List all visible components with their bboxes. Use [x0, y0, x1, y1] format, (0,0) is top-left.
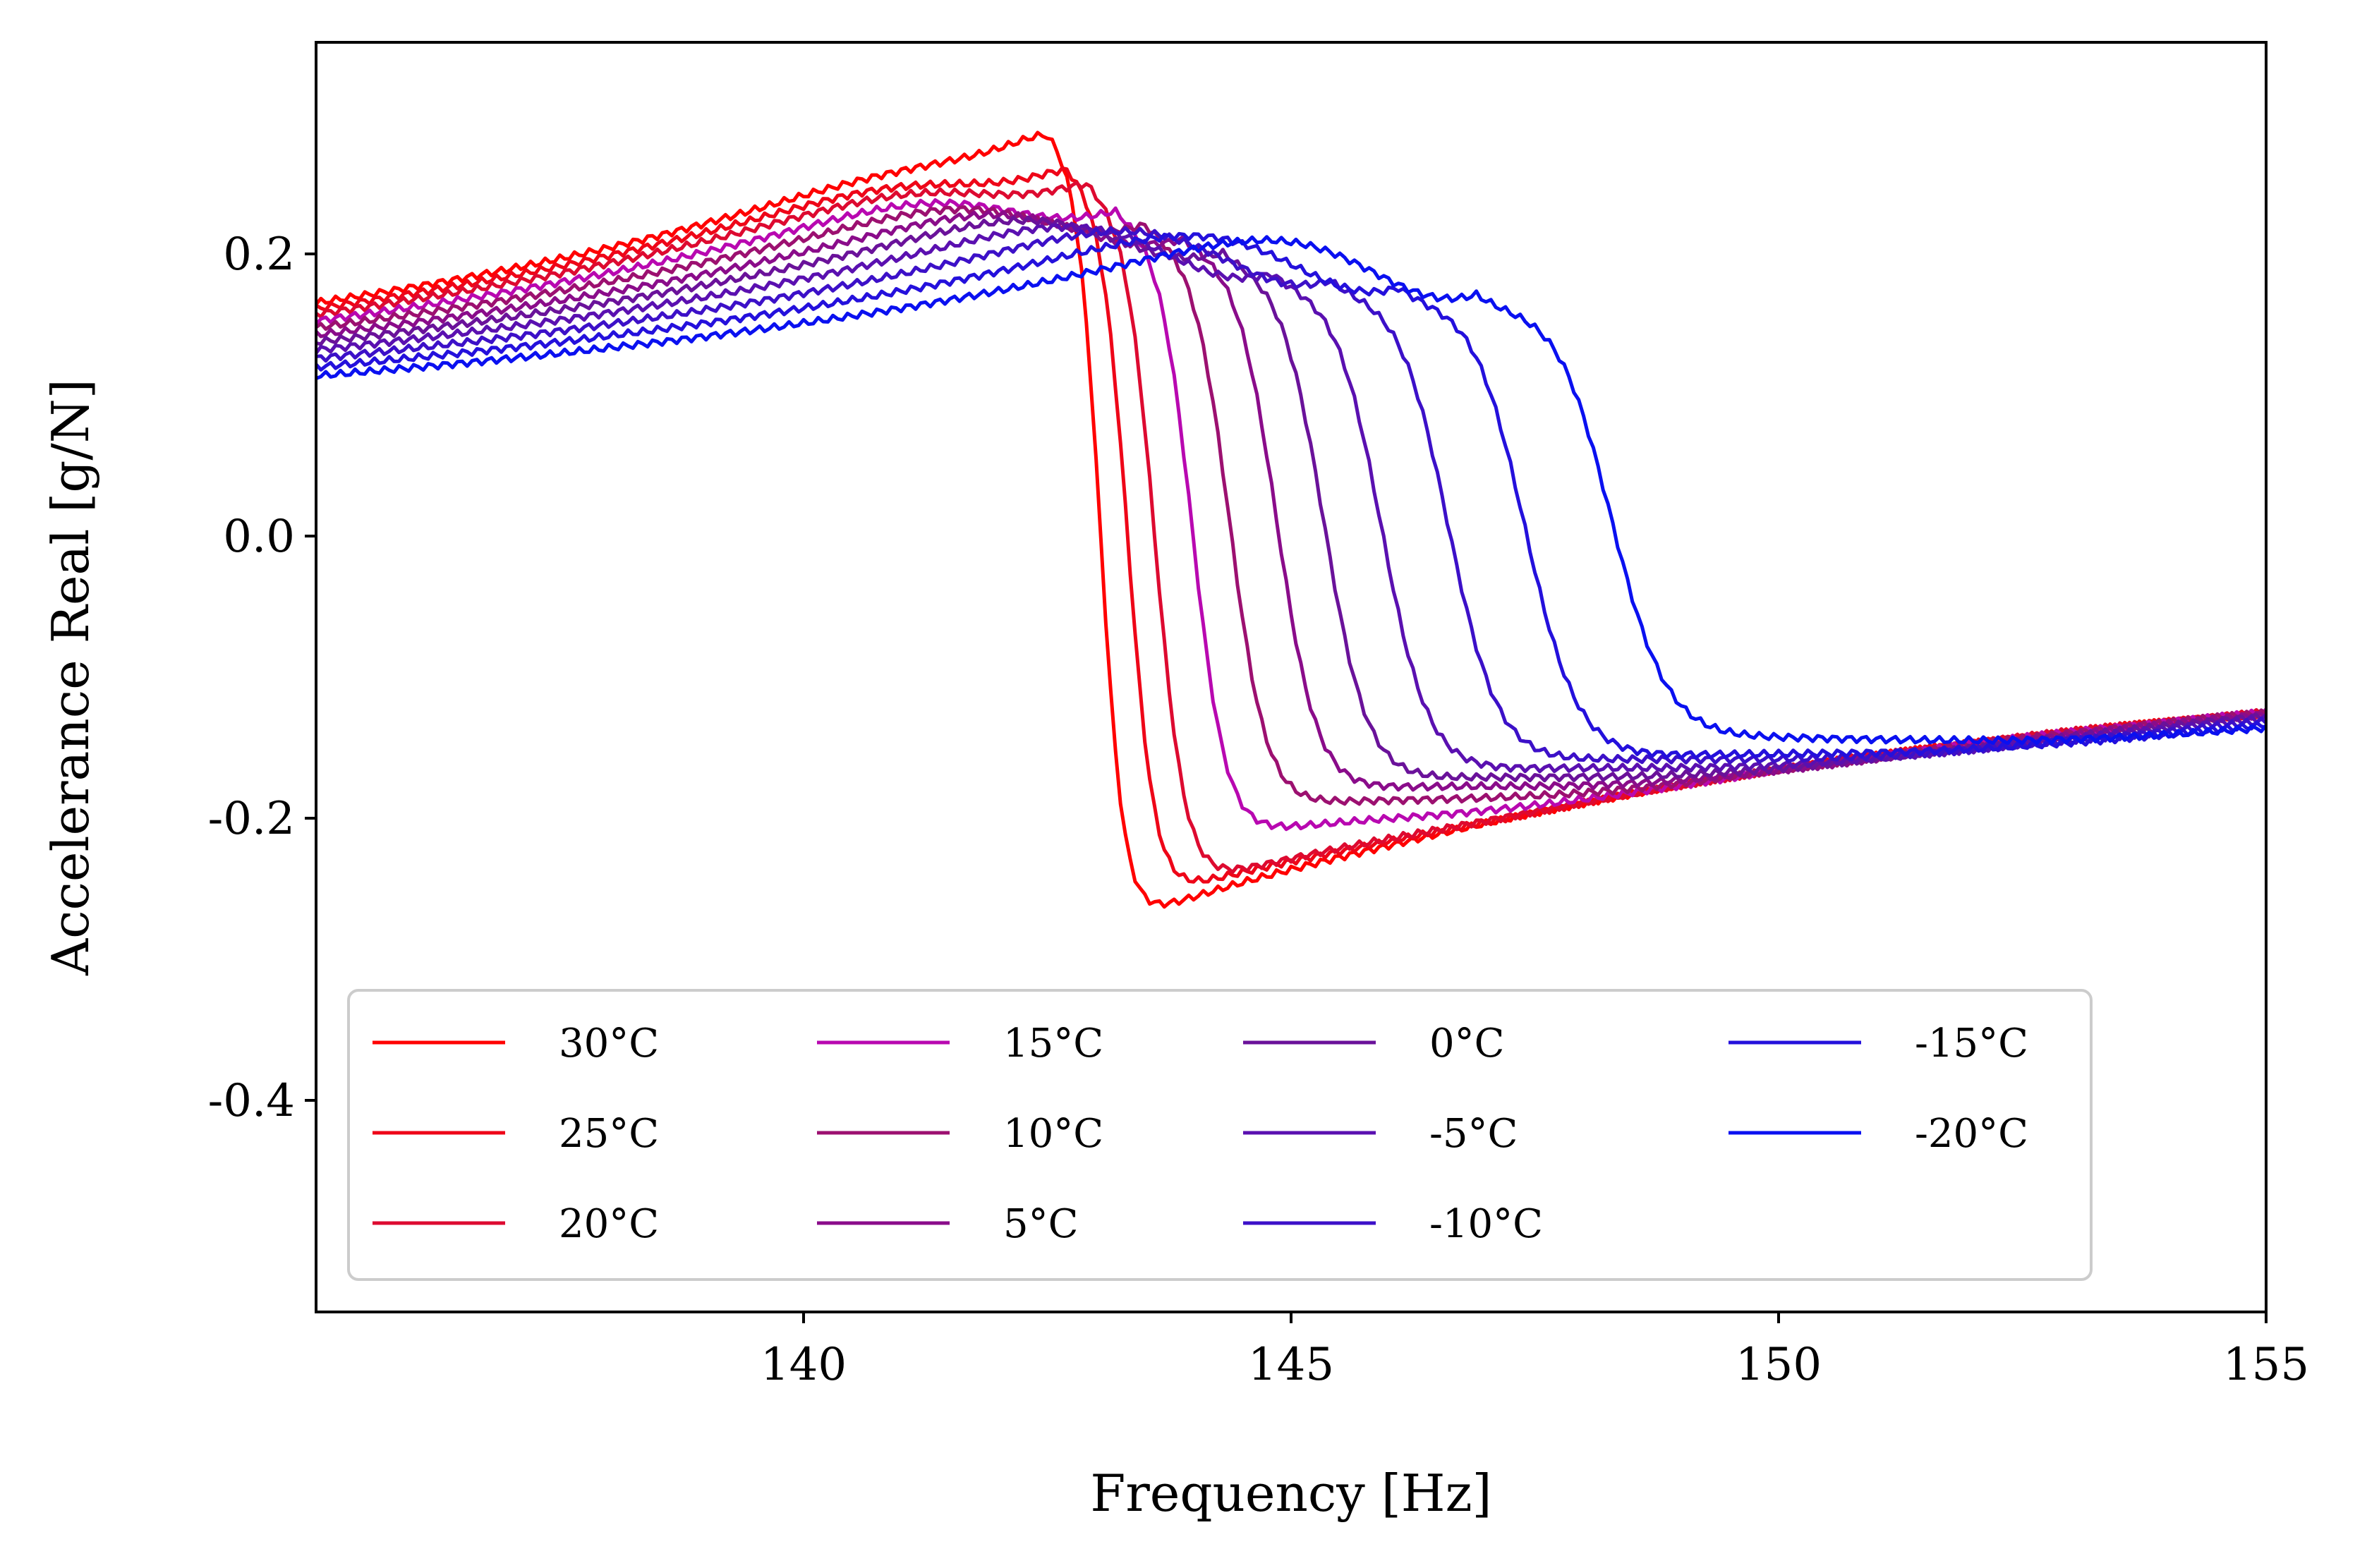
- legend: 30°C 25°C 20°C 15°C 10°C 5°C 0°C -5°C -10°C -15°C…: [347, 989, 2093, 1281]
- legend-label: 25°C: [559, 1111, 659, 1157]
- legend-label: -20°C: [1915, 1111, 2028, 1157]
- x-axis: 140 145 150 155: [761, 1312, 2309, 1391]
- y-axis: 0.2 0.0 -0.2 -0.4: [208, 229, 316, 1127]
- y-tick-label: 0.2: [223, 229, 295, 281]
- legend-label: -10°C: [1429, 1201, 1543, 1247]
- legend-label: 0°C: [1429, 1021, 1504, 1066]
- x-tick-label: 140: [761, 1339, 847, 1391]
- x-tick-label: 150: [1736, 1339, 1822, 1391]
- legend-label: 5°C: [1003, 1201, 1078, 1247]
- legend-label: -5°C: [1429, 1111, 1518, 1157]
- legend-label: -15°C: [1915, 1021, 2028, 1066]
- x-axis-label: Frequency [Hz]: [1090, 1464, 1491, 1523]
- y-tick-label: 0.0: [223, 511, 295, 563]
- legend-label: 15°C: [1003, 1021, 1103, 1066]
- y-tick-label: -0.2: [208, 793, 295, 845]
- series-line: [316, 235, 2266, 746]
- y-axis-label: Accelerance Real [g/N]: [41, 379, 100, 976]
- x-tick-label: 145: [1248, 1339, 1334, 1391]
- x-tick-label: 155: [2223, 1339, 2309, 1391]
- series-layer: [316, 130, 2266, 909]
- legend-label: 10°C: [1003, 1111, 1103, 1157]
- y-tick-label: -0.4: [208, 1075, 295, 1127]
- legend-box: [347, 989, 2093, 1281]
- legend-label: 30°C: [559, 1021, 659, 1066]
- series-line: [316, 226, 2266, 765]
- series-line: [316, 231, 2266, 760]
- legend-label: 20°C: [559, 1201, 659, 1247]
